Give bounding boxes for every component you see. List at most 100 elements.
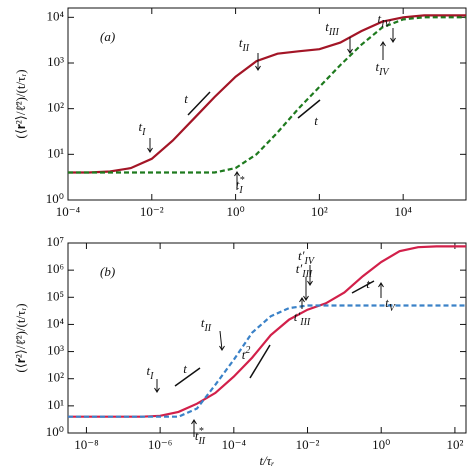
slope-marker [351,280,375,294]
plot-frame [67,7,467,201]
annotation-text: t [385,295,389,310]
arrow-head [154,387,160,393]
slope-marker [187,91,211,116]
annotation: tIV [375,59,390,78]
annotation: tI [139,119,147,138]
x-tick-label: 10⁴ [394,204,412,219]
x-tick-label: 10⁻² [140,204,164,219]
x-tick-label: 10⁰ [226,204,244,219]
annotation-text: t [314,113,318,128]
annotation-sub: V [389,303,397,314]
annotation-sub: II [241,43,249,54]
annotation-arrow [219,330,223,351]
plot-frame [67,242,467,434]
annotation-text: t [236,177,240,192]
annotation: tI [147,363,155,382]
annotation-text: t [183,361,187,376]
y-tick-label: 10³ [47,54,64,69]
data-line [68,304,466,418]
annotation-sub: I [141,127,146,138]
panel-label: (a) [100,29,115,44]
arrow-head [307,280,313,286]
y-tick-label: 10⁴ [46,8,64,23]
annotation-text: t [242,347,246,362]
data-line [68,16,466,174]
arrow-head [219,345,225,351]
annotation-text: t′ [298,248,305,263]
arrow-head [147,147,153,153]
x-tick-label: 10⁻² [296,437,320,452]
y-tick-label: 10⁰ [46,191,64,206]
arrow-head [347,48,353,54]
y-tick-label: 10⁵ [46,288,64,303]
annotation: tV [385,295,397,314]
annotation: t′III [296,261,313,280]
annotation-text: t′ [296,261,303,276]
arrow-head [378,282,384,288]
y-axis-label: (⟨𝐫²⟩/ℓ̄²)/(t/τᵣ) [13,303,28,372]
annotation-sub: II [197,436,205,447]
annotation-text: t [239,35,243,50]
annotation: t′III [294,309,311,328]
annotation-text: t [139,119,143,134]
y-tick-label: 10¹ [47,145,64,160]
annotation: tIII [325,19,339,38]
annotation-sub: II [203,323,211,334]
panel-label: (b) [100,264,115,279]
y-tick-label: 10⁷ [46,234,64,249]
annotation-sup: 2 [245,345,250,356]
data-line [68,14,466,174]
x-tick-label: 10⁻⁸ [74,437,99,452]
x-axis-label: t/τᵣ [259,453,274,468]
annotation-sub: IV [380,19,392,30]
annotation: tIV [377,11,392,30]
arrow-head [255,65,261,71]
annotation-sub: I [238,185,243,196]
y-tick-label: 10⁶ [46,261,64,276]
arrow-head [191,419,197,425]
annotation-text: t [377,11,381,26]
x-tick-label: 10⁰ [372,437,390,452]
annotation-sup: * [239,175,244,186]
arrow-head [299,297,305,303]
slope-marker [297,99,321,119]
data-line [68,245,466,418]
slope-marker [249,344,271,379]
arrow-head [303,295,309,301]
x-tick-label: 10⁻⁴ [222,437,247,452]
annotation: t2 [242,345,251,362]
annotation-sub: III [328,27,340,38]
annotation-sub: IV [378,67,390,78]
x-tick-label: 10² [311,204,328,219]
annotation: t′IV [298,248,316,267]
annotation: tII [239,35,250,54]
annotation-text: t [375,59,379,74]
annotation: t* II [195,426,206,447]
x-tick-label: 10⁻⁶ [148,437,172,452]
annotation-text: t [201,315,205,330]
y-axis-label: (⟨𝐫²⟩/ℓ̄²)/(t/τᵣ) [13,69,28,138]
annotation-text: t [147,363,151,378]
arrow-head [380,41,386,47]
annotation-text: t [184,91,188,106]
annotation: tII [201,315,212,334]
annotation-text: t′ [294,309,301,324]
y-tick-label: 10¹ [47,397,64,412]
annotation-sub: III [299,317,311,328]
y-tick-label: 10⁴ [46,315,64,330]
y-tick-label: 10² [47,100,64,115]
x-tick-label: 10⁻⁴ [56,204,81,219]
annotation: t [184,91,188,106]
annotation-text: t [325,19,329,34]
annotation-sub: I [149,371,154,382]
x-tick-label: 10² [446,437,463,452]
annotation: t [314,113,318,128]
y-tick-label: 10² [47,370,64,385]
y-tick-label: 10⁰ [46,424,64,439]
arrow-head [390,37,396,43]
arrow-head [234,171,240,177]
annotation: t [183,361,187,376]
annotation-sup: * [198,426,203,437]
slope-marker [174,367,201,387]
annotation-text: t [195,428,199,443]
